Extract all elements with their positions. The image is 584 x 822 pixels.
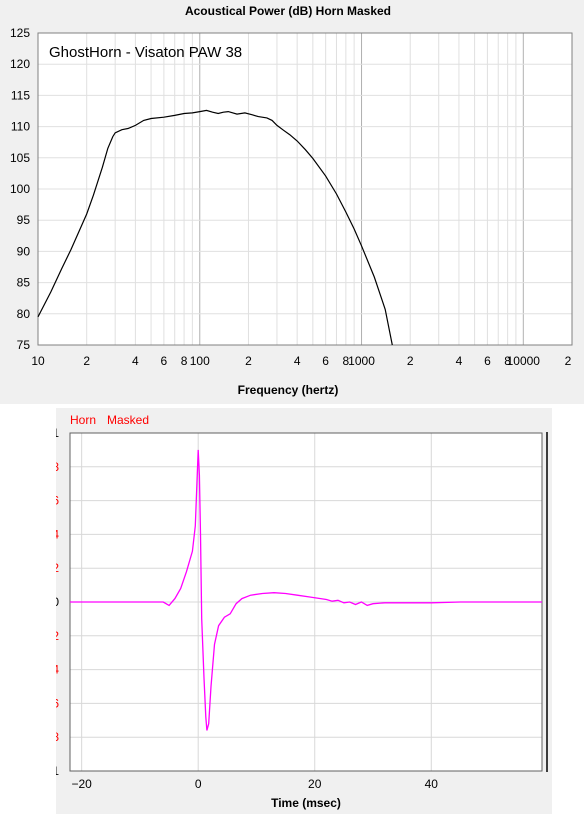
y-tick-label: 0,6	[56, 494, 59, 508]
x-tick-label: 2	[83, 354, 90, 368]
grid-horizontal	[38, 63, 572, 315]
y-tick-label: 0,8	[56, 460, 59, 474]
y-tick-label: −0,8	[56, 730, 59, 744]
impulse-chart-panel: 1 0,8 0,6 0,4 0,2 0 −0,2 −0,4 −0,6 −0,8 −1 −20 0 20 40…	[35, 408, 552, 814]
x-tick-label: 100	[190, 354, 210, 368]
x-tick-label: 2	[245, 354, 252, 368]
x-tick-label: 8	[181, 354, 188, 368]
y-tick-label: 120	[10, 57, 30, 71]
y-tick-label: −0,2	[56, 629, 59, 643]
x-tick-label: 1000	[348, 354, 375, 368]
y-tick-label: 125	[10, 26, 30, 40]
y-tick-label: 0,4	[56, 527, 59, 541]
y-tick-label: 105	[10, 151, 30, 165]
y-tick-label: 100	[10, 182, 30, 196]
y-tick-label: 0,2	[56, 561, 59, 575]
x-tick-label: 10000	[507, 354, 541, 368]
series-line-impulse	[70, 449, 542, 731]
y-tick-label: 0	[56, 595, 59, 609]
x-tick-label: 20	[308, 777, 322, 791]
x-tick-label: 2	[565, 354, 572, 368]
y-tick-label: 1	[56, 426, 59, 440]
x-tick-label: 6	[484, 354, 491, 368]
y-tick-label: −0,4	[56, 663, 59, 677]
x-tick-label: −20	[71, 777, 92, 791]
x-tick-label: 2	[407, 354, 414, 368]
x-tick-label: 4	[294, 354, 301, 368]
impulse-chart: 1 0,8 0,6 0,4 0,2 0 −0,2 −0,4 −0,6 −0,8 −1 −20 0 20 40…	[35, 413, 548, 810]
x-tick-label: 10	[31, 354, 45, 368]
y-tick-label: −0,6	[56, 696, 59, 710]
y-tick-label: 90	[17, 244, 31, 258]
y-tick-label: 85	[17, 276, 31, 290]
y-tick-label: 95	[17, 213, 31, 227]
chart-annotation: GhostHorn - Visaton PAW 38	[49, 44, 242, 61]
x-tick-label: 4	[132, 354, 139, 368]
y-tick-label: −1	[56, 764, 59, 778]
x-tick-label: 40	[425, 777, 439, 791]
legend-masked: Masked	[107, 413, 149, 427]
y-tick-label: 115	[11, 88, 30, 102]
plot-border	[37, 32, 573, 346]
x-axis-label: Frequency (hertz)	[238, 383, 339, 397]
legend-horn: Horn	[70, 413, 96, 427]
y-tick-label: 110	[11, 120, 30, 134]
y-tick-label: 75	[17, 338, 31, 352]
chart-title: Acoustical Power (dB) Horn Masked	[185, 4, 391, 18]
x-axis-label: Time (msec)	[271, 796, 341, 810]
x-tick-label: 6	[161, 354, 168, 368]
x-tick-label: 8	[343, 354, 350, 368]
frequency-chart-panel: 125 120 115 110 105 100 95 90 85 80 75 10 2 4 6 8 100 2 4 6…	[0, 0, 584, 404]
x-tick-label: 0	[195, 777, 202, 791]
x-tick-label: 4	[456, 354, 463, 368]
x-tick-label: 6	[322, 354, 329, 368]
x-tick-label: 8	[504, 354, 511, 368]
series-line-acoustical-power	[37, 109, 393, 346]
y-tick-label: 80	[17, 307, 31, 321]
